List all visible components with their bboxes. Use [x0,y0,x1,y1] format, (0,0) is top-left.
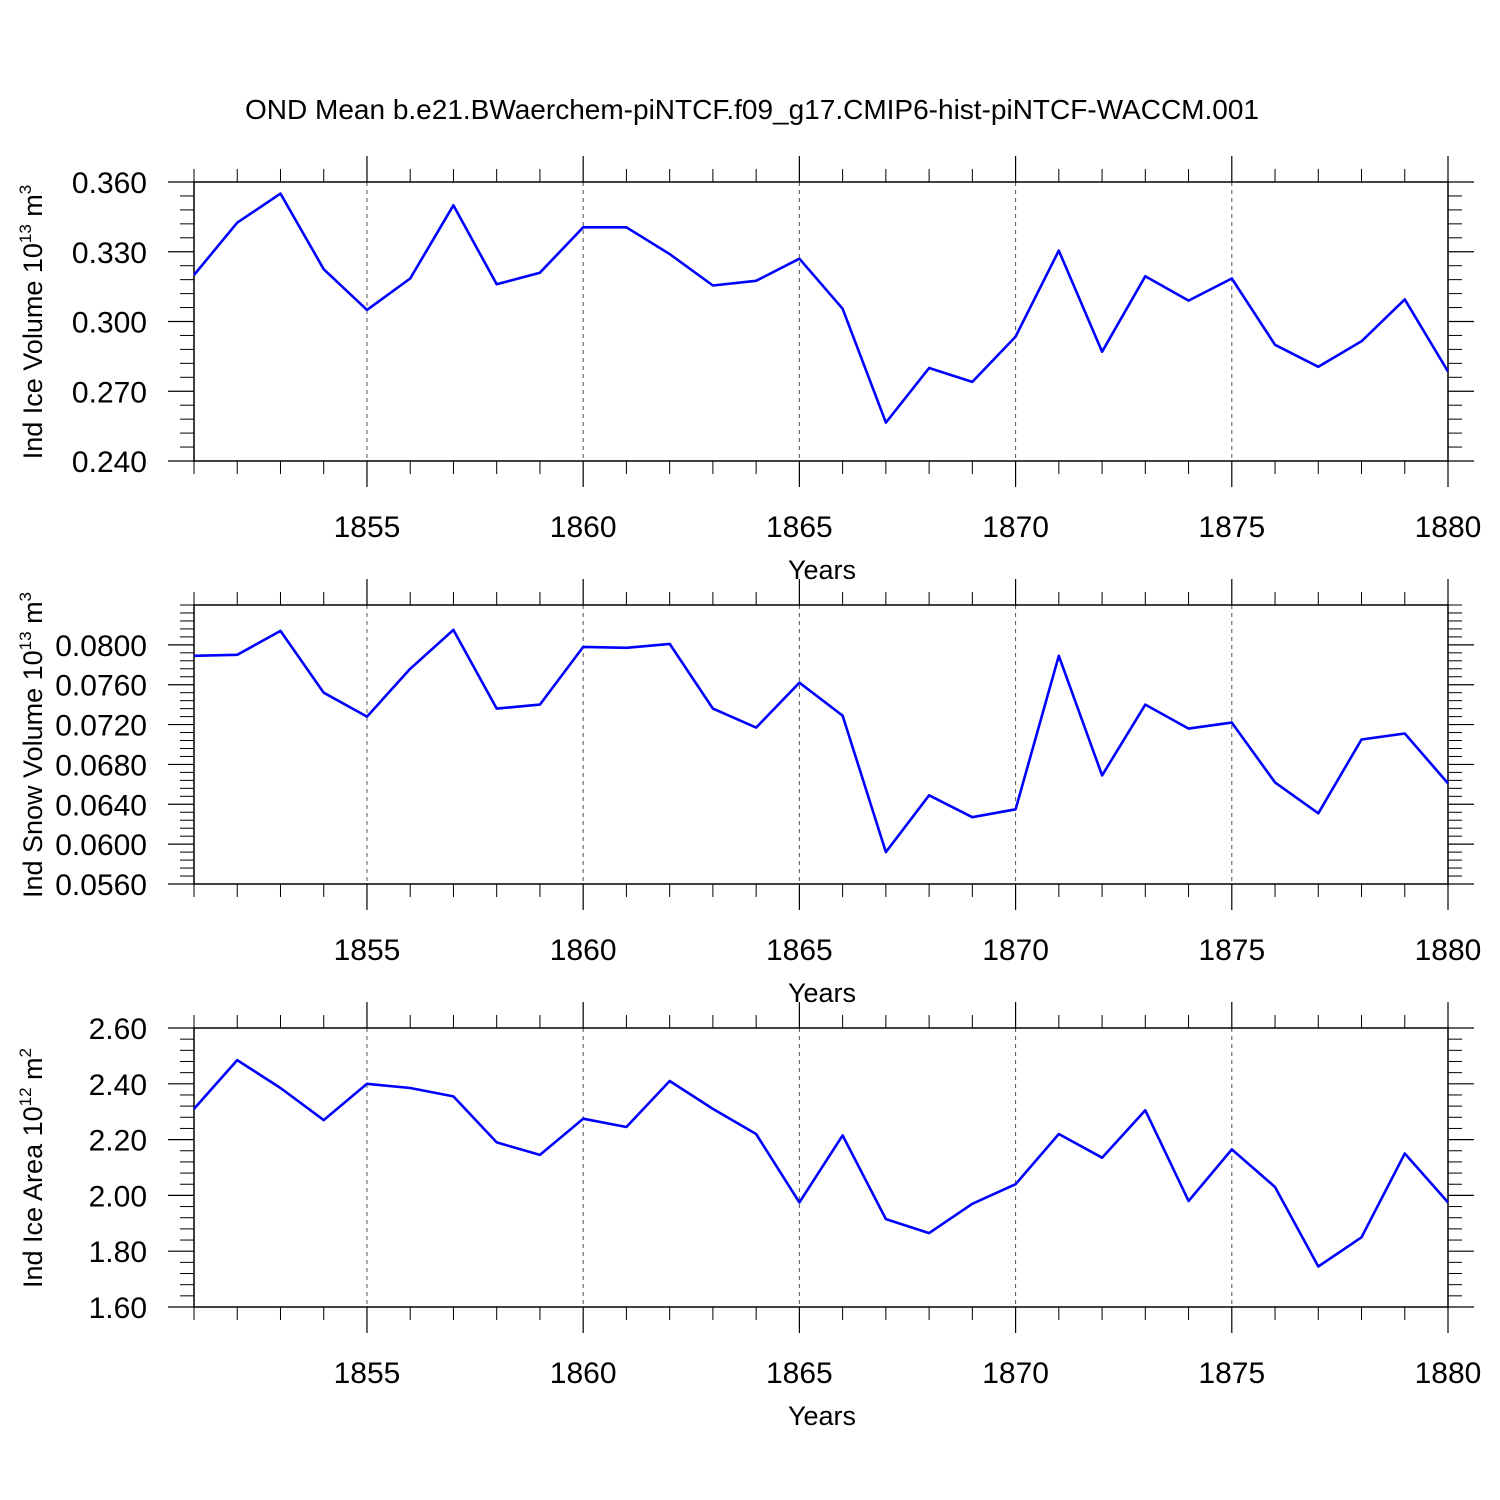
x-tick-label: 1875 [1198,511,1265,544]
y-tick-label: 0.240 [72,446,147,479]
x-tick-label: 1880 [1415,1357,1482,1390]
x-tick-label: 1855 [334,934,401,967]
x-axis-label: Years [788,1401,856,1431]
x-tick-label: 1860 [550,511,617,544]
panel-ice-area: 1855 1860 1865 1870 1875 1880 Years 1.60 1.80 2.0… [16,1002,1481,1431]
x-tick-label: 1870 [982,934,1049,967]
y-tick-label: 0.270 [72,376,147,409]
x-tick-label: 1880 [1415,511,1482,544]
y-tick-label: 1.80 [89,1236,147,1269]
panel-ice-volume: 1855 1860 1865 1870 1875 1880 Years 0.240 0.270 0… [16,156,1481,585]
x-tick-label: 1870 [982,1357,1049,1390]
y-tick-label: 0.0680 [55,749,147,782]
y-tick-label: 2.20 [89,1125,147,1158]
x-axis-label: Years [788,555,856,585]
x-tick-label: 1855 [334,511,401,544]
y-tick-label: 0.0720 [55,710,147,743]
panel-snow-volume: 1855 1860 1865 1870 1875 1880 Years 0.0560 0.060… [16,579,1481,1008]
series-line [192,192,1450,424]
y-tick-label: 0.0600 [55,829,147,862]
plot-frame [193,604,1449,885]
y-tick-label: 2.00 [89,1180,147,1213]
x-tick-label: 1855 [334,1357,401,1390]
series-line [193,628,1449,854]
y-tick-label: 0.300 [72,307,147,340]
x-tick-label: 1860 [550,1357,617,1390]
x-tick-label: 1870 [982,511,1049,544]
y-axis-label: Ind Snow Volume 1013 m3 [16,592,48,898]
plot-frame [193,1027,1449,1308]
y-tick-label: 0.0640 [55,789,147,822]
y-tick-label: 0.0760 [55,670,147,703]
x-tick-label: 1880 [1415,934,1482,967]
y-tick-label: 0.0560 [55,869,147,902]
y-tick-label: 0.0800 [55,630,147,663]
y-tick-label: 2.60 [89,1013,147,1046]
x-tick-label: 1865 [766,1357,833,1390]
y-tick-label: 2.40 [89,1069,147,1102]
series-line [193,1058,1449,1268]
x-tick-label: 1875 [1198,934,1265,967]
x-tick-label: 1865 [766,934,833,967]
y-axis-label: Ind Ice Area 1012 m2 [16,1048,48,1288]
y-tick-label: 0.330 [72,237,147,270]
y-tick-label: 1.60 [89,1292,147,1325]
x-tick-label: 1875 [1198,1357,1265,1390]
x-tick-label: 1860 [550,934,617,967]
y-tick-label: 0.360 [72,167,147,200]
y-axis-label: Ind Ice Volume 1013 m3 [16,185,48,460]
x-axis-label: Years [788,978,856,1008]
figure-title: OND Mean b.e21.BWaerchem-piNTCF.f09_g17.… [245,94,1259,125]
x-tick-label: 1865 [766,511,833,544]
